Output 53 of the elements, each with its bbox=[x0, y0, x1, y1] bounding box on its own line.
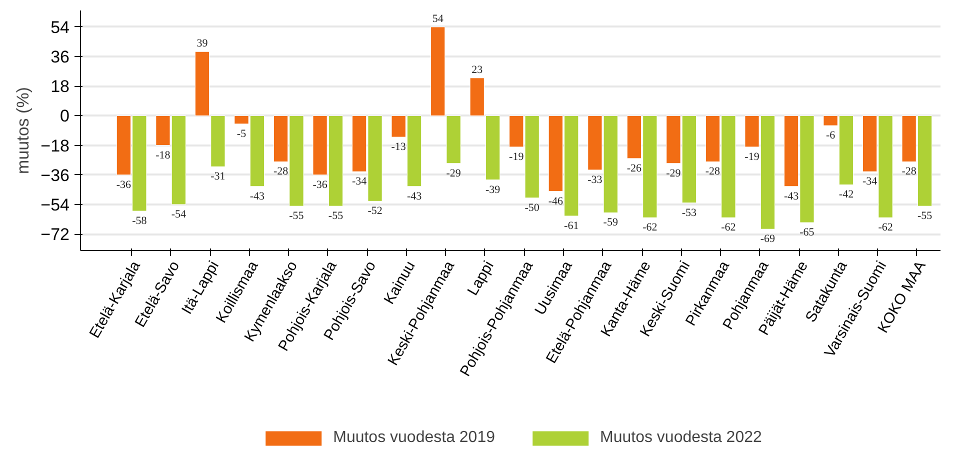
data-label: -33 bbox=[588, 174, 603, 186]
data-label: 39 bbox=[196, 38, 208, 50]
data-label: -62 bbox=[878, 222, 893, 234]
y-tick-label: −36 bbox=[40, 166, 70, 185]
data-label: -52 bbox=[368, 205, 382, 218]
data-label: -13 bbox=[391, 141, 406, 154]
data-label: -6 bbox=[826, 130, 836, 142]
data-label: -18 bbox=[156, 149, 171, 162]
data-label: -43 bbox=[784, 190, 800, 202]
data-label: -36 bbox=[312, 178, 328, 191]
data-label: -65 bbox=[800, 226, 815, 239]
data-label: -55 bbox=[328, 210, 344, 222]
data-label: -46 bbox=[548, 195, 564, 208]
data-label: -36 bbox=[116, 178, 132, 191]
data-label: -28 bbox=[705, 166, 721, 178]
data-label: -43 bbox=[406, 190, 422, 202]
data-label: -42 bbox=[838, 188, 854, 201]
legend-label: Muutos vuodesta 2022 bbox=[600, 429, 762, 447]
data-label: -54 bbox=[171, 208, 187, 220]
y-tick-label: −18 bbox=[40, 136, 70, 156]
data-label: 23 bbox=[472, 64, 484, 76]
y-tick-label: 36 bbox=[50, 48, 70, 67]
y-tick-label: 18 bbox=[50, 77, 70, 96]
data-label: -29 bbox=[666, 167, 682, 180]
data-label: -69 bbox=[760, 233, 776, 246]
y-axis-title: muutos (%) bbox=[14, 87, 33, 174]
data-label: -59 bbox=[603, 216, 618, 229]
data-label: -62 bbox=[721, 222, 736, 234]
data-label: -55 bbox=[289, 210, 304, 222]
data-label: -39 bbox=[485, 184, 501, 196]
data-label: -58 bbox=[132, 215, 148, 228]
data-label: -53 bbox=[682, 206, 698, 219]
data-label: -31 bbox=[210, 170, 226, 183]
data-label: -62 bbox=[642, 222, 658, 234]
data-label: -43 bbox=[250, 190, 266, 202]
y-tick-label: 0 bbox=[60, 106, 70, 126]
y-tick-label: −54 bbox=[40, 195, 70, 214]
data-label: -28 bbox=[902, 166, 917, 178]
data-label: -50 bbox=[524, 202, 540, 214]
y-tick-label: 54 bbox=[50, 18, 70, 37]
data-label: -26 bbox=[626, 162, 642, 174]
data-label: -55 bbox=[917, 210, 933, 222]
data-label: -5 bbox=[236, 128, 247, 140]
data-label: -19 bbox=[744, 150, 760, 163]
data-label: -28 bbox=[273, 166, 289, 178]
data-label: -34 bbox=[862, 176, 878, 188]
y-tick-label: −72 bbox=[40, 225, 70, 244]
data-label: -34 bbox=[352, 176, 368, 188]
data-label: 54 bbox=[432, 12, 444, 25]
data-label: -29 bbox=[446, 167, 462, 180]
data-label: -61 bbox=[564, 220, 579, 232]
data-label: -19 bbox=[509, 150, 524, 163]
legend-label: Muutos vuodesta 2019 bbox=[333, 429, 495, 447]
